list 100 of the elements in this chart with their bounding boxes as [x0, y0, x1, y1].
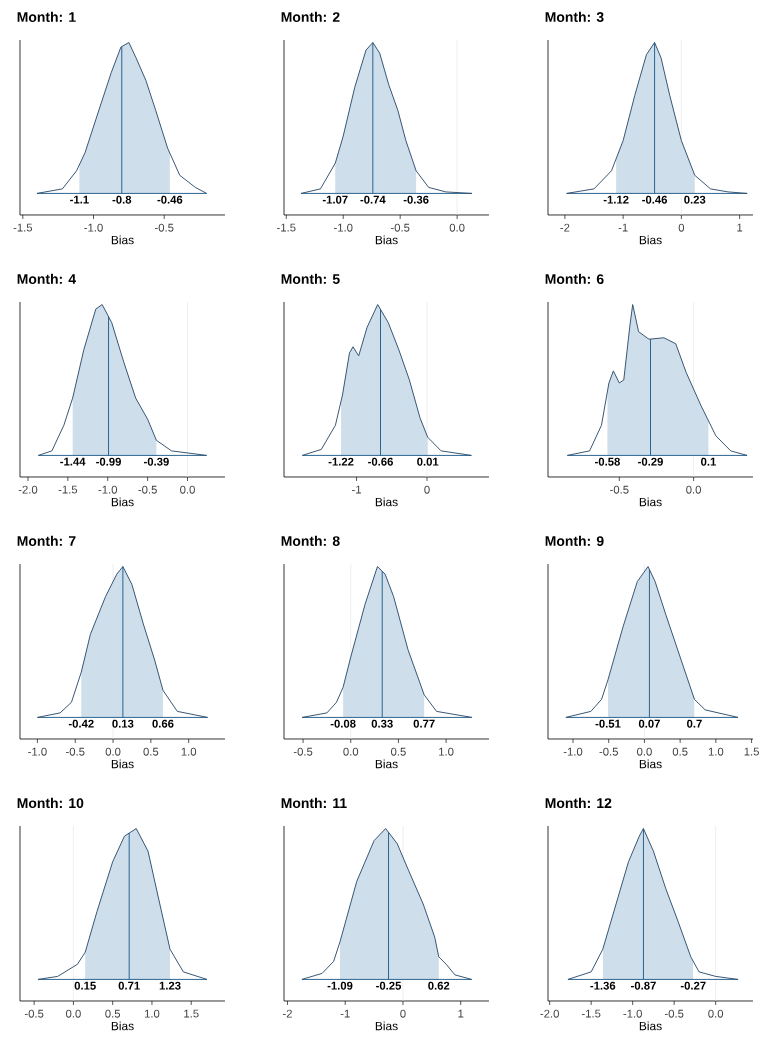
chart-title: Month: 9	[545, 535, 604, 547]
annotation: 0.15	[74, 981, 96, 990]
annotation: -0.42	[68, 719, 94, 728]
annotation: 0.62	[428, 981, 450, 990]
x-tick-label: -2.0	[540, 1009, 559, 1018]
chart-title: Month: 6	[545, 273, 604, 285]
x-tick-label: -2	[282, 1009, 292, 1018]
annotation: -0.36	[403, 195, 429, 204]
x-tick-label: -1.0	[334, 223, 353, 232]
x-tick-label: 1.5	[744, 747, 759, 756]
annotation: -1.09	[327, 981, 353, 990]
annotation: -0.87	[631, 981, 656, 990]
x-tick-label: -1.5	[581, 1009, 601, 1018]
x-tick-label: -1	[618, 223, 628, 232]
annotation: -0.46	[157, 195, 183, 204]
annotation: 0.23	[684, 195, 706, 204]
annotation: 0.07	[638, 719, 660, 728]
x-tick-label: 1.0	[144, 1009, 160, 1018]
x-tick-label: -0.5	[293, 747, 313, 756]
x-tick-label: -0.5	[610, 485, 629, 494]
x-tick-label: 1.0	[439, 747, 454, 756]
x-axis-title: Bias	[639, 759, 662, 769]
chart-title: Month: 8	[281, 535, 340, 547]
x-tick-label: 0	[678, 223, 685, 232]
x-tick-label: 0.0	[708, 1009, 724, 1018]
x-tick-label: 0.5	[105, 1009, 121, 1018]
x-tick-label: 0	[424, 485, 430, 494]
x-axis-title: Bias	[375, 759, 398, 769]
chart-title: Month: 5	[281, 273, 340, 285]
x-axis-title: Bias	[375, 1021, 398, 1031]
annotation: -0.58	[595, 457, 620, 466]
chart-title: Month: 2	[281, 11, 340, 23]
annotation: 0.33	[371, 719, 393, 728]
annotation: 0.01	[417, 457, 439, 466]
chart-title: Month: 3	[545, 11, 604, 23]
x-tick-label: 0	[400, 1009, 406, 1018]
x-tick-label: -1.0	[563, 747, 583, 756]
annotation: -0.27	[680, 981, 706, 990]
annotation: -0.46	[642, 195, 668, 204]
x-tick-label: -1.0	[84, 223, 103, 232]
x-tick-label: -0.5	[154, 223, 174, 232]
x-tick-label: 0.0	[105, 747, 121, 756]
x-tick-label: -0.5	[138, 485, 157, 494]
x-tick-label: 0.0	[180, 485, 195, 494]
x-axis-title: Bias	[111, 1021, 134, 1031]
x-tick-label: 0.0	[66, 1009, 81, 1018]
x-tick-label: -0.5	[390, 223, 410, 232]
annotation: -1.1	[70, 195, 89, 204]
annotation: -1.36	[590, 981, 616, 990]
annotation: -1.07	[322, 195, 348, 204]
chart-title: Month: 12	[545, 797, 612, 809]
annotation: 0.7	[687, 719, 702, 728]
x-tick-label: 0.0	[343, 747, 359, 756]
x-tick-label: -1.5	[277, 223, 296, 232]
x-tick-label: 0.0	[637, 747, 652, 756]
chart-title: Month: 1	[17, 11, 76, 23]
x-axis-title: Bias	[639, 497, 662, 507]
annotation: 0.1	[701, 457, 716, 466]
chart-title: Month: 11	[281, 797, 347, 809]
x-tick-label: 1.0	[708, 747, 724, 756]
x-tick-label: -0.5	[599, 747, 618, 756]
annotation: -1.22	[328, 457, 354, 466]
x-axis-title: Bias	[111, 235, 134, 245]
x-axis-title: Bias	[639, 235, 662, 245]
x-tick-label: -2.0	[18, 485, 38, 494]
x-axis-title: Bias	[639, 1021, 662, 1031]
x-tick-label: -1.5	[13, 223, 33, 232]
x-tick-label: -1.0	[28, 747, 47, 756]
x-tick-label: 0.5	[391, 747, 406, 756]
x-tick-label: -1.0	[623, 1009, 642, 1018]
x-tick-label: 1.0	[181, 747, 197, 756]
annotation: 0.77	[413, 719, 435, 728]
x-tick-label: -1	[352, 485, 362, 494]
annotation: 0.66	[152, 719, 174, 728]
annotation: -0.74	[360, 195, 386, 204]
annotation: -0.51	[595, 719, 621, 728]
x-tick-label: -2	[560, 223, 570, 232]
x-tick-label: 1.5	[184, 1009, 199, 1018]
x-axis-title: Bias	[111, 759, 134, 769]
x-tick-label: 0.5	[143, 747, 159, 756]
x-tick-label: 1	[458, 1009, 464, 1018]
annotation: -0.66	[368, 457, 393, 466]
annotation: -0.39	[143, 457, 169, 466]
x-tick-label: -0.5	[24, 1009, 44, 1018]
chart-title: Month: 4	[17, 273, 77, 285]
annotation: 0.13	[112, 719, 134, 728]
annotation: -1.44	[60, 457, 86, 466]
annotation: -0.25	[376, 981, 402, 990]
annotation: -0.8	[112, 195, 132, 204]
x-tick-label: 1	[737, 223, 743, 232]
x-tick-label: 0.0	[449, 223, 465, 232]
x-tick-label: -0.5	[664, 1009, 684, 1018]
x-tick-label: -1.5	[58, 485, 78, 494]
x-tick-label: 0.5	[672, 747, 688, 756]
x-tick-label: 0.0	[686, 485, 701, 494]
annotation: 1.23	[159, 981, 181, 990]
annotation: -1.12	[603, 195, 629, 204]
x-tick-label: -0.5	[65, 747, 85, 756]
x-tick-label: -1.0	[98, 485, 118, 494]
x-tick-label: -1	[340, 1009, 350, 1018]
